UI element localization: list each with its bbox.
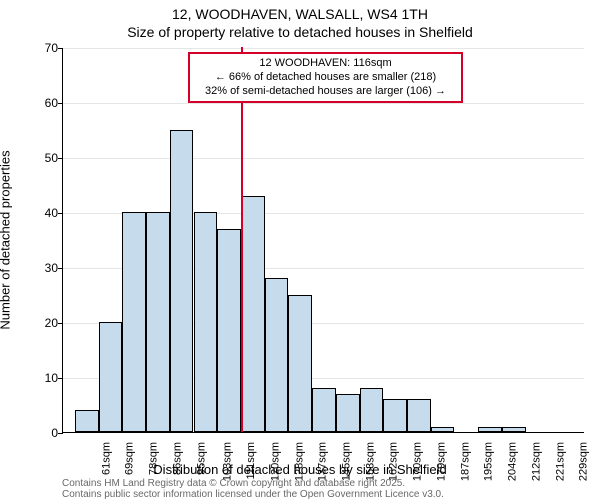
- plot-area: 12 WOODHAVEN: 116sqm ← 66% of detached h…: [62, 48, 584, 433]
- y-tick-label: 10: [18, 371, 58, 385]
- footer-line2: Contains public sector information licen…: [62, 489, 444, 500]
- x-axis-title: Distribution of detached houses by size …: [0, 462, 600, 477]
- annotation-callout: 12 WOODHAVEN: 116sqm ← 66% of detached h…: [188, 52, 463, 103]
- y-tick-label: 50: [18, 151, 58, 165]
- bar: [194, 212, 218, 432]
- bar: [122, 212, 146, 432]
- y-tick-label: 20: [18, 316, 58, 330]
- marker-line-el: [241, 47, 243, 432]
- bar: [360, 388, 384, 432]
- bars: [63, 48, 584, 432]
- footer-attribution: Contains HM Land Registry data © Crown c…: [62, 478, 444, 500]
- bar: [265, 278, 289, 432]
- bar: [146, 212, 170, 432]
- bar: [170, 130, 194, 433]
- bar: [478, 427, 502, 433]
- y-tick-label: 30: [18, 261, 58, 275]
- callout-line3: 32% of semi-detached houses are larger (…: [196, 85, 455, 99]
- bar: [241, 196, 265, 433]
- callout-line2: ← 66% of detached houses are smaller (21…: [196, 71, 455, 85]
- chart-container: 12, WOODHAVEN, WALSALL, WS4 1TH Size of …: [0, 0, 600, 500]
- bar: [336, 394, 360, 433]
- y-tick-label: 70: [18, 41, 58, 55]
- callout-line1: 12 WOODHAVEN: 116sqm: [196, 57, 455, 71]
- chart-title-sub: Size of property relative to detached ho…: [0, 24, 600, 40]
- bar: [288, 295, 312, 433]
- bar: [217, 229, 241, 433]
- bar: [99, 322, 123, 432]
- y-tick-mark: [58, 433, 63, 434]
- bar: [75, 410, 99, 432]
- bar: [407, 399, 431, 432]
- y-tick-label: 0: [18, 426, 58, 440]
- bar: [431, 427, 455, 433]
- y-axis-title: Number of detached properties: [0, 150, 13, 329]
- y-tick-label: 40: [18, 206, 58, 220]
- chart-title-main: 12, WOODHAVEN, WALSALL, WS4 1TH: [0, 6, 600, 22]
- bar: [502, 427, 526, 433]
- bar: [383, 399, 407, 432]
- bar: [312, 388, 336, 432]
- footer-line1: Contains HM Land Registry data © Crown c…: [62, 478, 444, 489]
- y-tick-label: 60: [18, 96, 58, 110]
